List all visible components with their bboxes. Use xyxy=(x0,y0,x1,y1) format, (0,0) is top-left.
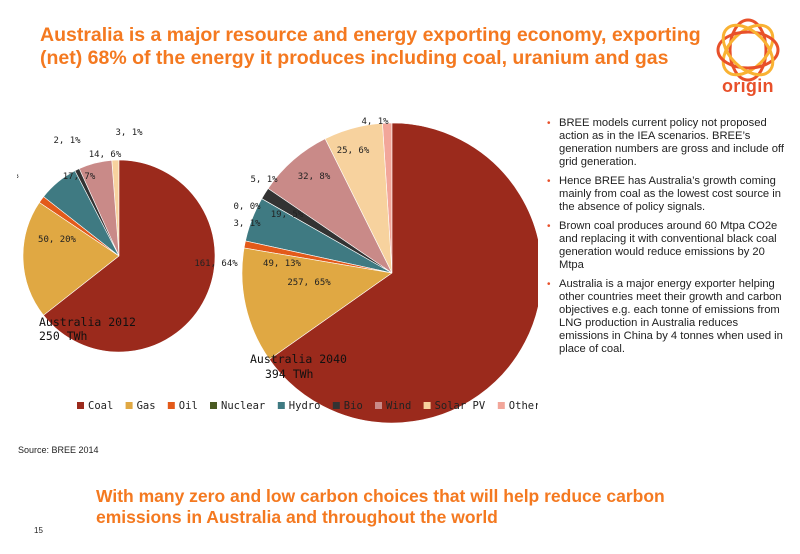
legend-label: Oil xyxy=(179,400,198,412)
pie-slice-gas xyxy=(22,202,120,316)
data-label: 257, 65% xyxy=(287,278,331,288)
pie-slice-gas xyxy=(241,247,393,360)
data-label: 19, 5% xyxy=(271,210,304,220)
bullet-icon: • xyxy=(547,118,551,129)
bullet-text: Hence BREE has Australia’s growth coming… xyxy=(559,175,781,213)
data-label: 49, 13% xyxy=(263,259,302,269)
pie-slice-coal xyxy=(268,122,538,424)
legend-swatch xyxy=(210,402,217,409)
slide-title-line-2: (net) 68% of the energy it produces incl… xyxy=(40,47,669,69)
legend-label: Bio xyxy=(344,400,363,412)
legend-label: Nuclear xyxy=(221,400,265,412)
footer-line-1: With many zero and low carbon choices th… xyxy=(96,486,665,506)
bullet-icon: • xyxy=(547,176,551,187)
legend-label: Wind xyxy=(386,400,411,412)
bullet-item: • Hence BREE has Australia’s growth comin… xyxy=(545,175,790,214)
slide-title-line-1: Australia is a major resource and energy… xyxy=(40,24,701,46)
legend-label: Hydro xyxy=(289,400,321,412)
data-label: 3, 1% xyxy=(115,128,143,138)
logo-wordmark: origin xyxy=(722,76,774,96)
legend-swatch xyxy=(77,402,84,409)
slide-title: Australia is a major resource and energy… xyxy=(40,24,701,70)
bullet-item: • Brown coal produces around 60 Mtpa CO2e… xyxy=(545,220,790,272)
legend-swatch xyxy=(423,402,431,409)
origin-logo-icon xyxy=(716,18,780,82)
data-label: 4, 1% xyxy=(361,117,389,127)
legend-swatch xyxy=(167,402,175,409)
legend-swatch xyxy=(277,402,285,409)
bullet-text: BREE models current policy not proposed … xyxy=(559,117,784,168)
pie-title: Australia 2040 xyxy=(250,352,347,366)
legend-swatch xyxy=(125,402,133,409)
bullet-item: • Australia is a major energy exporter he… xyxy=(545,278,790,356)
pie-slice-coal xyxy=(43,159,216,353)
legend-label: Gas xyxy=(137,400,156,412)
pie-charts-panel: 161, 64% 50, 20% 3, 1% 17, 7% 2, 1% 14, 6% 3, … xyxy=(17,116,538,436)
bullet-text: Brown coal produces around 60 Mtpa CO2e … xyxy=(559,220,778,271)
data-label: 5, 1% xyxy=(250,175,278,185)
bullet-icon: • xyxy=(547,279,551,290)
pie-subtitle: 250 TWh xyxy=(39,329,87,343)
legend-label: Coal xyxy=(88,400,113,412)
data-label: 161, 64% xyxy=(194,259,238,269)
pie-subtitle: 394 TWh xyxy=(265,367,313,381)
data-label: 14, 6% xyxy=(89,150,122,160)
legend-swatch xyxy=(497,402,505,409)
data-label: 32, 8% xyxy=(298,172,331,182)
data-label: 50, 20% xyxy=(38,235,77,245)
bullet-icon: • xyxy=(547,221,551,232)
legend-swatch xyxy=(375,402,382,409)
data-label: 2, 1% xyxy=(53,136,81,146)
footer-line-2: emissions in Australia and throughout th… xyxy=(96,507,498,527)
data-label: 3, 1% xyxy=(233,219,261,229)
data-label: 17, 7% xyxy=(63,172,96,182)
bullet-text: Australia is a major energy exporter hel… xyxy=(559,278,783,355)
data-label: 0, 0% xyxy=(233,202,261,212)
data-label: 3, 1% xyxy=(17,171,19,181)
pie-charts: 161, 64% 50, 20% 3, 1% 17, 7% 2, 1% 14, 6% 3, … xyxy=(17,117,538,424)
legend-label: Solar PV xyxy=(435,400,486,412)
legend-label: Other xyxy=(509,400,538,412)
bullet-item: • BREE models current policy not proposed… xyxy=(545,117,790,169)
legend-swatch xyxy=(332,402,340,409)
footer-message: With many zero and low carbon choices th… xyxy=(96,486,736,528)
bullet-list: • BREE models current policy not proposed… xyxy=(545,117,790,362)
source-note: Source: BREE 2014 xyxy=(18,445,99,455)
pie-title: Australia 2012 xyxy=(39,315,136,329)
page-number: 15 xyxy=(34,526,43,535)
data-label: 25, 6% xyxy=(337,146,370,156)
